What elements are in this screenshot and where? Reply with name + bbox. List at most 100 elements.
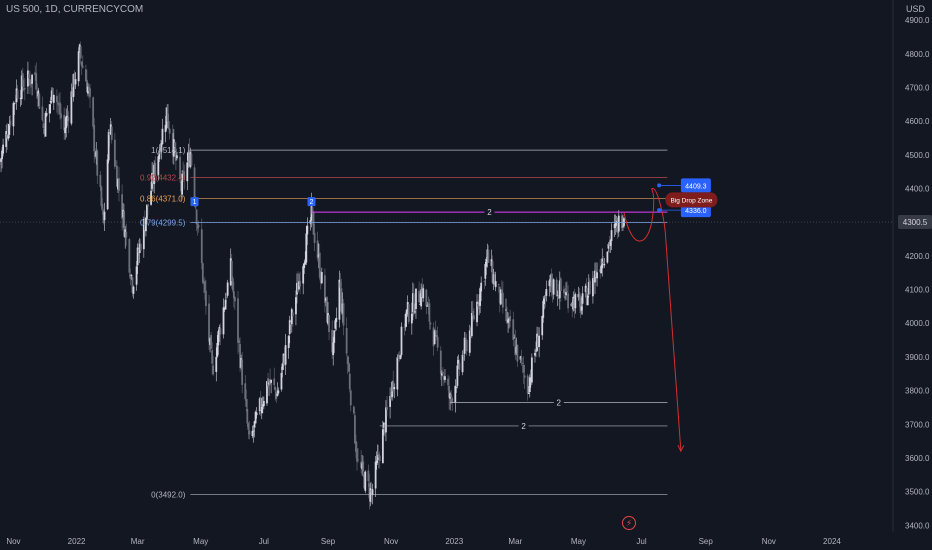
candle-body [290, 309, 293, 324]
candle-body [609, 240, 612, 246]
candle-body [9, 120, 12, 126]
candle-body [433, 330, 436, 345]
candle-body [132, 286, 135, 294]
candle-body [187, 151, 190, 161]
candle-body [616, 217, 619, 234]
candle-body [7, 135, 10, 139]
candle-body [335, 317, 338, 322]
y-tick-label: 3600.0 [905, 454, 930, 463]
candle-body [378, 455, 381, 462]
candle-body [414, 311, 416, 313]
candle-body [593, 279, 595, 281]
candle-body [289, 322, 292, 325]
marker-far: 1 [193, 199, 197, 206]
candle-body [212, 365, 215, 375]
candle-body [572, 296, 575, 310]
resistance-label: 2 [487, 208, 492, 217]
support-label-bg [553, 397, 564, 408]
x-tick-label: Nov [6, 537, 20, 546]
candle-body [552, 279, 555, 295]
candle-body [181, 173, 184, 195]
candle-body [95, 151, 98, 157]
candle-body [450, 394, 453, 398]
candle-body [19, 97, 22, 100]
candle-body [469, 327, 472, 336]
candle-body [574, 294, 577, 309]
candle-body [355, 440, 357, 452]
candle-body [567, 293, 569, 309]
candle-body [498, 286, 501, 304]
candle-body [361, 463, 364, 470]
candle-body [233, 297, 236, 302]
candle-body [44, 113, 47, 137]
candle-body [109, 124, 112, 135]
candle-body [506, 311, 508, 324]
y-tick-label: 4800.0 [905, 50, 930, 59]
candle-body [116, 165, 118, 187]
candle-body [152, 173, 155, 184]
candle-body [449, 393, 452, 399]
candle-body [101, 204, 104, 209]
candle-body [99, 174, 102, 188]
candle-body [179, 156, 181, 179]
candle-body [48, 104, 51, 114]
candle-body [515, 346, 518, 354]
fib-level-label: 1(4514.1) [151, 146, 186, 155]
candle-body [302, 266, 305, 284]
candle-body [429, 322, 432, 325]
candle-body [543, 298, 546, 305]
candle-body [603, 263, 606, 266]
candle-body [176, 155, 178, 159]
candle-body [42, 123, 45, 129]
candle-body [253, 421, 256, 428]
candle-body [374, 461, 377, 489]
candle-body [180, 180, 182, 192]
candle-body [146, 204, 148, 219]
candle-body [440, 373, 443, 376]
marker-left: 2 [310, 199, 314, 206]
candle-body [137, 249, 140, 253]
candle-body [50, 90, 53, 100]
candle-body [407, 304, 410, 322]
current-price-tag: 4300.5 [903, 218, 928, 227]
x-tick-label: Jul [259, 537, 269, 546]
candle-body [183, 171, 186, 180]
candle-body [362, 461, 365, 472]
candle-body [306, 225, 309, 235]
candle-body [324, 275, 326, 303]
candle-body [483, 281, 486, 283]
candle-body [8, 123, 11, 135]
lightning-icon[interactable]: ⚡ [622, 516, 636, 530]
symbol-title[interactable]: US 500, 1D, CURRENCYCOM [6, 4, 144, 15]
candle-body [230, 260, 233, 282]
candle-body [346, 356, 349, 365]
candle-body [113, 139, 116, 167]
marker-left-bg [307, 197, 316, 207]
candle-body [421, 286, 424, 297]
candle-body [342, 303, 345, 326]
candle-body [288, 320, 291, 334]
candle-body [150, 190, 152, 205]
candle-body [523, 375, 526, 378]
candle-body [480, 282, 483, 292]
candle-body [411, 293, 414, 313]
candle-body [59, 102, 61, 115]
candle-body [501, 292, 504, 308]
x-tick-label: Mar [508, 537, 522, 546]
candle-body [241, 359, 244, 385]
candle-body [432, 327, 435, 347]
candle-body [275, 391, 278, 399]
candle-body [0, 158, 2, 162]
candle-body [369, 488, 372, 502]
candle-body [514, 339, 517, 356]
candle-body [563, 289, 565, 294]
candle-body [391, 381, 394, 398]
candle-body [570, 304, 573, 306]
candle-body [381, 429, 384, 464]
annotation-bg [665, 192, 718, 208]
candle-body [357, 459, 359, 461]
candle-body [251, 430, 254, 437]
candle-body [490, 259, 493, 266]
candle-body [216, 342, 219, 357]
